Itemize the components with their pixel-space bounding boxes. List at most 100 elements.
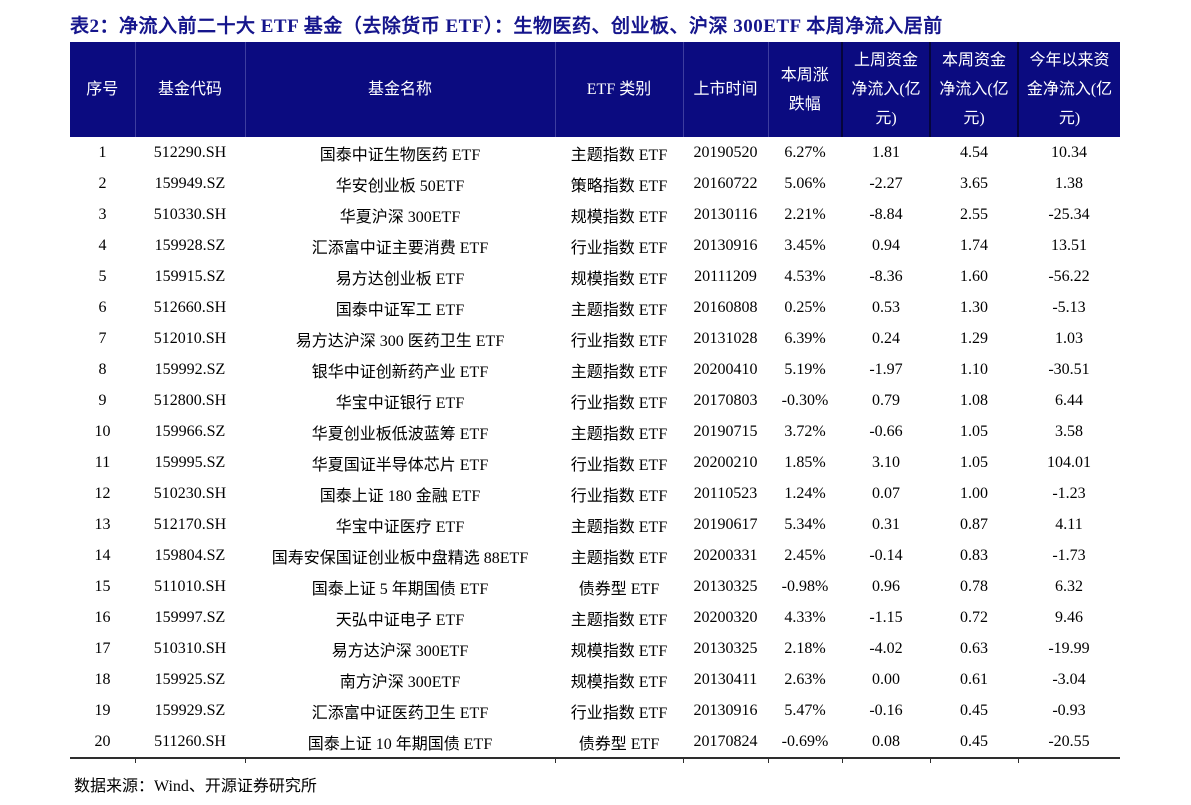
table-cell: 1.29	[960, 329, 988, 347]
table-cell: 行业指数 ETF	[570, 394, 668, 412]
table-cell: 规模指数 ETF	[570, 208, 668, 226]
table-cell: 5.34%	[784, 515, 826, 533]
table-cell: 国泰中证军工 ETF	[335, 301, 465, 319]
table-cell: 1.38	[1055, 174, 1083, 192]
table-cell: 国寿安保国证创业板中盘精选 88ETF	[271, 549, 529, 567]
table-cell: 2.63%	[784, 670, 826, 688]
table-cell: -1.15	[869, 608, 903, 626]
table-cell: 5.06%	[784, 174, 826, 192]
table-cell: 20200331	[693, 546, 758, 564]
table-cell: 19	[94, 701, 111, 719]
table-cell: -4.02	[869, 639, 903, 657]
table-cell: -1.73	[1052, 546, 1086, 564]
column-boundary-tick	[930, 759, 931, 763]
table-cell: 11	[94, 453, 111, 471]
table-cell: 2.55	[960, 205, 988, 223]
table-cell: 行业指数 ETF	[570, 332, 668, 350]
column-header-7: 本周资金净流入(亿元)	[929, 42, 1018, 137]
table-cell: 4.53%	[784, 267, 826, 285]
table-cell: 159915.SZ	[154, 267, 226, 285]
table-cell: 20130325	[693, 577, 758, 595]
table-cell: 规模指数 ETF	[570, 673, 668, 691]
table-bottom-border	[70, 757, 1120, 763]
table-cell: 104.01	[1047, 453, 1091, 471]
table-cell: 20190520	[693, 143, 758, 161]
table-cell: 10	[94, 422, 111, 440]
table-cell: 国泰上证 10 年期国债 ETF	[307, 735, 493, 753]
table-cell: 1.74	[960, 236, 988, 254]
table-cell: 华宝中证银行 ETF	[335, 394, 465, 412]
table-row: 14 159804.SZ 国寿安保国证创业板中盘精选 88ETF 主题指数 ETF 20…	[70, 540, 1120, 571]
table-cell: 13	[94, 515, 111, 533]
table-cell: 20131028	[693, 329, 758, 347]
table-cell: 512660.SH	[153, 298, 227, 316]
table-cell: 华夏国证半导体芯片 ETF	[311, 456, 489, 474]
table-cell: -2.27	[869, 174, 903, 192]
table-cell: 国泰上证 5 年期国债 ETF	[311, 580, 489, 598]
table-cell: 易方达沪深 300ETF	[331, 642, 469, 660]
table-cell: 20170803	[693, 391, 758, 409]
table-cell: 行业指数 ETF	[570, 487, 668, 505]
table-cell: 主题指数 ETF	[570, 518, 668, 536]
table-cell: 12	[94, 484, 111, 502]
table-cell: 20110523	[693, 484, 758, 502]
table-cell: 13.51	[1051, 236, 1087, 254]
table-cell: 银华中证创新药产业 ETF	[311, 363, 489, 381]
column-header-6: 上周资金净流入(亿元)	[841, 42, 930, 137]
table-cell: -0.30%	[781, 391, 829, 409]
table-cell: 20130411	[693, 670, 758, 688]
table-cell: -30.51	[1048, 360, 1090, 378]
table-cell: 20	[94, 732, 111, 750]
table-cell: 策略指数 ETF	[570, 177, 668, 195]
table-cell: 1.03	[1055, 329, 1083, 347]
table-cell: 4.33%	[784, 608, 826, 626]
table-cell: -3.04	[1052, 670, 1086, 688]
table-cell: 159925.SZ	[154, 670, 226, 688]
table-cell: 0.79	[872, 391, 900, 409]
table-cell: -19.99	[1048, 639, 1090, 657]
table-cell: 0.07	[872, 484, 900, 502]
column-header-3: ETF 类别	[554, 42, 683, 137]
table-cell: -0.16	[869, 701, 903, 719]
table-cell: 债券型 ETF	[578, 735, 660, 753]
table-cell: -0.98%	[781, 577, 829, 595]
table-title: 表2：净流入前二十大 ETF 基金（去除货币 ETF）：生物医药、创业板、沪深 …	[70, 16, 943, 37]
table-cell: 主题指数 ETF	[570, 146, 668, 164]
table-row: 10 159966.SZ 华夏创业板低波蓝筹 ETF 主题指数 ETF 20190715…	[70, 416, 1120, 447]
table-row: 20 511260.SH 国泰上证 10 年期国债 ETF 债券型 ETF 201708…	[70, 726, 1120, 757]
table-cell: 0.45	[960, 701, 988, 719]
table-cell: 2.21%	[784, 205, 826, 223]
table-cell: -1.97	[869, 360, 903, 378]
table-cell: 0.63	[960, 639, 988, 657]
table-cell: 20200210	[693, 453, 758, 471]
column-header-2: 基金名称	[244, 42, 555, 137]
table-cell: 3.72%	[784, 422, 826, 440]
table-cell: 1.24%	[784, 484, 826, 502]
table-cell: -1.23	[1052, 484, 1086, 502]
table-row: 16 159997.SZ 天弘中证电子 ETF 主题指数 ETF 20200320 4.3…	[70, 602, 1120, 633]
table-cell: -56.22	[1048, 267, 1090, 285]
table-cell: 易方达创业板 ETF	[335, 270, 465, 288]
table-cell: 南方沪深 300ETF	[339, 673, 461, 691]
table-cell: 20200410	[693, 360, 758, 378]
table-row: 12 510230.SH 国泰上证 180 金融 ETF 行业指数 ETF 201105…	[70, 478, 1120, 509]
table-cell: 512290.SH	[153, 143, 227, 161]
table-row: 3 510330.SH 华夏沪深 300ETF 规模指数 ETF 20130116 2.2…	[70, 199, 1120, 230]
table-cell: 3	[98, 205, 107, 223]
table-cell: -25.34	[1048, 205, 1090, 223]
table-cell: -0.69%	[781, 732, 829, 750]
table-cell: 2	[98, 174, 107, 192]
table-row: 4 159928.SZ 汇添富中证主要消费 ETF 行业指数 ETF 20130916 3…	[70, 230, 1120, 261]
table-cell: 主题指数 ETF	[570, 301, 668, 319]
table-cell: 3.10	[872, 453, 900, 471]
table-cell: 9	[98, 391, 107, 409]
table-cell: 华夏创业板低波蓝筹 ETF	[311, 425, 489, 443]
table-cell: 规模指数 ETF	[570, 642, 668, 660]
etf-netflow-table: 序号 基金代码 基金名称 ETF 类别 上市时间 本周涨跌幅 上周资金净流入(亿元) 本周资金…	[70, 42, 1120, 757]
table-cell: 主题指数 ETF	[570, 363, 668, 381]
table-cell: 1.05	[960, 422, 988, 440]
table-cell: 18	[94, 670, 111, 688]
table-cell: 0.87	[960, 515, 988, 533]
table-cell: 17	[94, 639, 111, 657]
table-cell: 1	[98, 143, 107, 161]
